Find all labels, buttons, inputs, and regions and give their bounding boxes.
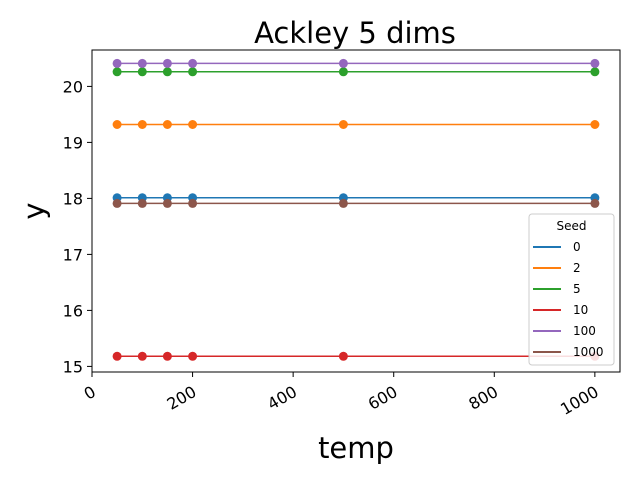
data-point — [137, 120, 147, 129]
y-tick-label: 18 — [63, 189, 83, 208]
legend-label-100: 100 — [573, 324, 596, 338]
data-point — [162, 120, 172, 129]
data-point — [112, 120, 122, 129]
y-tick-label: 19 — [63, 133, 83, 152]
series-1000 — [112, 198, 600, 208]
legend-box — [528, 213, 615, 366]
data-point — [137, 67, 147, 77]
data-point — [162, 198, 172, 208]
data-point — [137, 198, 147, 208]
data-point — [338, 58, 348, 68]
data-point — [188, 67, 198, 77]
legend-title: Seed — [557, 219, 587, 233]
legend: Seed 0 2 5 10 100 1000 — [528, 213, 615, 366]
data-point — [338, 67, 348, 77]
data-point — [162, 351, 172, 361]
data-point — [188, 120, 198, 129]
y-axis-label: y — [17, 202, 51, 219]
data-point — [590, 198, 600, 208]
data-point — [137, 351, 147, 361]
data-point — [162, 58, 172, 68]
data-point — [112, 198, 122, 208]
data-point — [590, 120, 600, 129]
data-point — [112, 58, 122, 68]
data-point — [188, 198, 198, 208]
series-5 — [112, 67, 600, 77]
y-tick-label: 16 — [63, 301, 83, 320]
series-100 — [112, 58, 600, 68]
y-tick-label: 20 — [63, 77, 83, 96]
data-point — [338, 120, 348, 129]
data-point — [188, 351, 198, 361]
plot-area — [112, 58, 600, 361]
plot-frame — [91, 49, 621, 373]
data-point — [112, 351, 122, 361]
data-point — [162, 67, 172, 77]
data-point — [338, 198, 348, 208]
legend-label-2: 2 — [573, 261, 581, 275]
legend-label-0: 0 — [573, 240, 581, 254]
data-point — [112, 67, 122, 77]
legend-label-1000: 1000 — [573, 345, 604, 359]
legend-label-10: 10 — [573, 303, 588, 317]
x-axis-label: temp — [318, 431, 394, 465]
chart-title: Ackley 5 dims — [254, 16, 456, 50]
y-axis: 15 16 17 18 19 20 — [63, 77, 92, 376]
data-point — [188, 58, 198, 68]
series-2 — [112, 120, 600, 129]
legend-label-5: 5 — [573, 282, 581, 296]
data-point — [338, 351, 348, 361]
y-tick-label: 17 — [63, 245, 83, 264]
data-point — [137, 58, 147, 68]
y-tick-label: 15 — [63, 357, 83, 376]
data-point — [590, 67, 600, 77]
data-point — [590, 58, 600, 68]
